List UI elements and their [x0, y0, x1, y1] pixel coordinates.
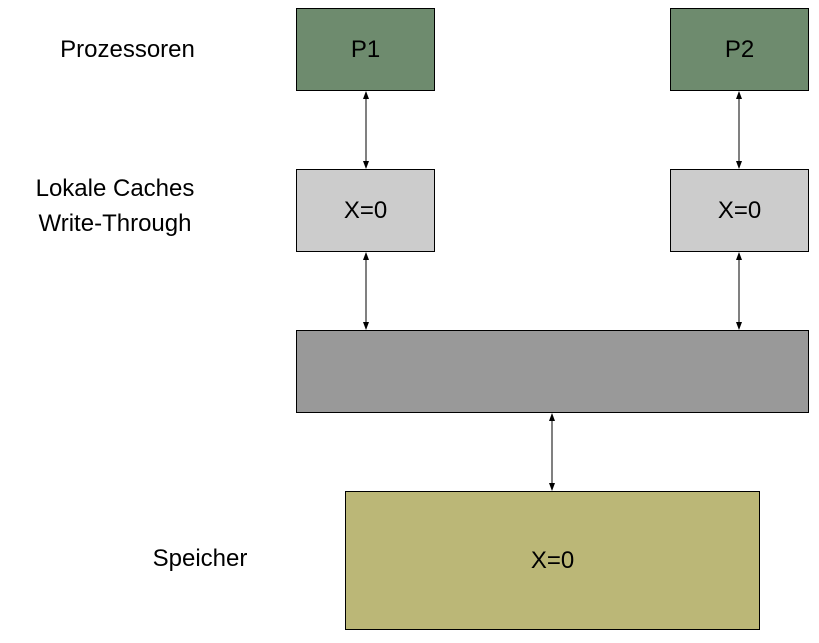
cache-2: X=0	[670, 169, 809, 252]
label-caches-line2: Write-Through	[38, 210, 192, 237]
label-caches-line1: Lokale Caches	[35, 175, 195, 202]
label-processors: Prozessoren	[60, 36, 195, 63]
processor-p1: P1	[296, 8, 435, 91]
label-caches: Lokale Caches Write-Through	[10, 171, 220, 241]
cache-1: X=0	[296, 169, 435, 252]
processor-p2: P2	[670, 8, 809, 91]
bus	[296, 330, 809, 413]
label-memory: Speicher	[152, 545, 248, 572]
memory: X=0	[345, 491, 760, 630]
